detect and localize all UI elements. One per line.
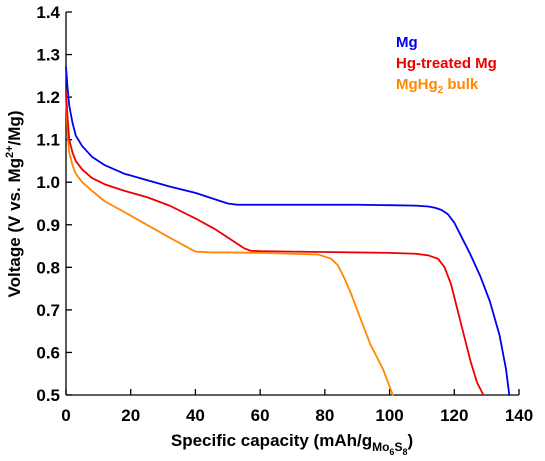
y-tick-label: 0.8: [36, 258, 60, 277]
legend-entry-mghg2-bulk: MgHg2 bulk: [396, 76, 479, 96]
y-tick-label: 1.1: [36, 131, 60, 150]
x-title-sub-8: 8: [402, 447, 407, 457]
x-tick-label: 40: [186, 406, 205, 425]
y-tick-label: 1.0: [36, 173, 60, 192]
series-line-hg-treated-mg: [65, 91, 485, 396]
y-tick-label: 1.3: [36, 46, 60, 65]
x-tick-label: 120: [440, 406, 468, 425]
legend-mghg2-tail: bulk: [443, 76, 479, 93]
y-title-main: Voltage (V vs. Mg: [5, 158, 24, 298]
series-lines: [65, 66, 511, 396]
legend-mghg2-main: MgHg: [396, 76, 438, 93]
x-tick-label: 80: [315, 406, 334, 425]
series-line-mg: [65, 66, 511, 396]
x-tick-label: 140: [505, 406, 533, 425]
y-tick-label: 0.6: [36, 343, 60, 362]
legend: Mg Hg-treated Mg MgHg2 bulk: [396, 34, 497, 96]
x-axis-ticks: 0 20 40 60 80 100 120 140: [61, 389, 533, 425]
y-tick-label: 1.4: [36, 3, 60, 22]
y-axis-ticks: 0.5 0.6 0.7 0.8 0.9 1.0 1.1 1.2 1.3 1.4: [36, 3, 72, 405]
y-tick-label: 0.7: [36, 301, 60, 320]
x-title-main: Specific capacity (mAh/g: [171, 431, 372, 450]
x-title-close: ): [407, 431, 413, 450]
x-tick-label: 100: [375, 406, 403, 425]
x-title-sub-s: S: [394, 440, 402, 454]
x-tick-label: 0: [61, 406, 70, 425]
x-axis-title: Specific capacity (mAh/gMo6S8): [171, 431, 413, 457]
x-tick-label: 20: [121, 406, 140, 425]
y-tick-label: 1.2: [36, 88, 60, 107]
y-title-tail: /Mg): [5, 111, 24, 146]
series-line-mghg-bulk: [65, 96, 394, 396]
y-title-superscript: 2+: [4, 145, 16, 158]
legend-mghg2-subscript: 2: [438, 85, 444, 96]
x-title-sub-mo: Mo: [372, 440, 389, 454]
x-title-sub-6: 6: [389, 447, 394, 457]
plot-area: [66, 12, 519, 395]
legend-entry-mg: Mg: [396, 34, 418, 51]
y-tick-label: 0.5: [36, 386, 60, 405]
legend-entry-hg-treated-mg: Hg-treated Mg: [396, 55, 497, 72]
y-tick-label: 0.9: [36, 216, 60, 235]
y-axis-title: Voltage (V vs. Mg2+/Mg): [4, 111, 24, 298]
x-tick-label: 60: [251, 406, 270, 425]
